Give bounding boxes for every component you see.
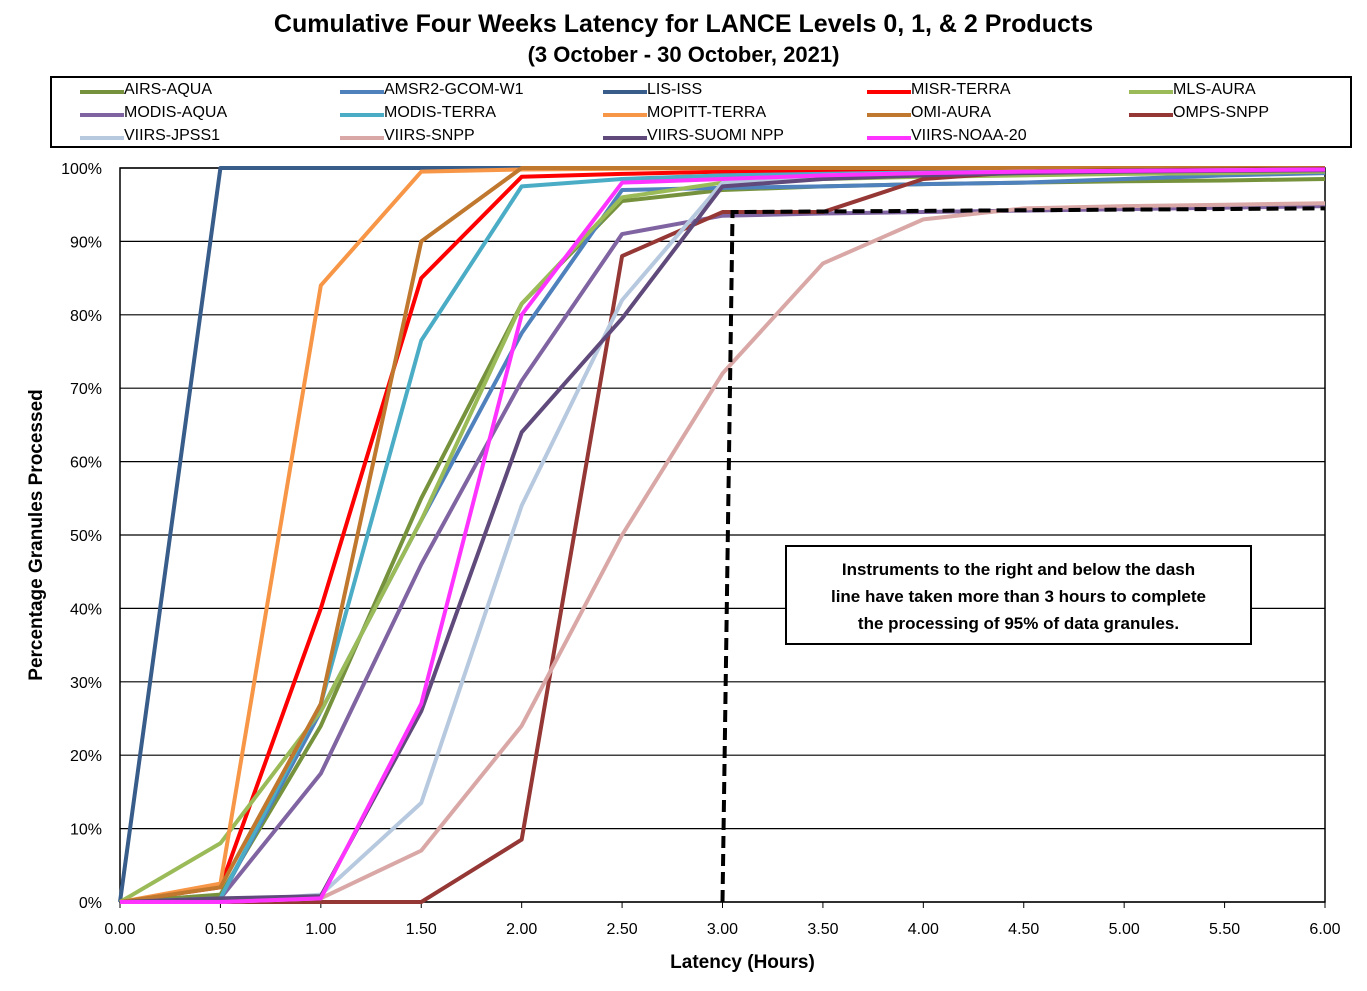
legend-label: AIRS-AQUA xyxy=(124,81,213,98)
legend-label: MLS-AURA xyxy=(1173,81,1256,98)
legend-label: MODIS-TERRA xyxy=(384,104,496,121)
y-tick-label: 20% xyxy=(70,748,102,765)
legend-label: VIIRS-NOAA-20 xyxy=(911,127,1027,144)
x-tick-label: 2.50 xyxy=(607,921,638,938)
legend-label: AMSR2-GCOM-W1 xyxy=(384,81,524,98)
legend-swatch xyxy=(867,90,911,94)
y-tick-label: 60% xyxy=(70,455,102,472)
legend-swatch xyxy=(80,136,124,140)
x-tick-label: 6.00 xyxy=(1309,921,1340,938)
y-tick-label: 10% xyxy=(70,822,102,839)
x-tick-label: 4.50 xyxy=(1008,921,1039,938)
x-tick-label: 2.00 xyxy=(506,921,537,938)
legend-label: OMI-AURA xyxy=(911,104,991,121)
x-tick-label: 4.00 xyxy=(908,921,939,938)
x-tick-label: 0.00 xyxy=(104,921,135,938)
x-tick-label: 0.50 xyxy=(205,921,236,938)
note-line-3: the processing of 95% of data granules. xyxy=(857,614,1180,633)
legend-swatch xyxy=(1129,113,1173,117)
y-tick-label: 100% xyxy=(61,161,102,178)
note-line-1: Instruments to the right and below the d… xyxy=(841,560,1196,579)
legend-swatch xyxy=(340,136,384,140)
chart-subtitle: (3 October - 30 October, 2021) xyxy=(527,42,840,67)
legend-swatch xyxy=(867,113,911,117)
x-tick-label: 5.50 xyxy=(1209,921,1240,938)
x-axis-label: Latency (Hours) xyxy=(670,952,815,973)
y-axis-label: Percentage Granules Processed xyxy=(26,389,47,680)
legend-label: MISR-TERRA xyxy=(911,81,1011,98)
legend-swatch xyxy=(1129,90,1173,94)
series-line-airs-aqua xyxy=(119,177,1326,904)
legend-label: VIIRS-SNPP xyxy=(384,127,475,144)
series-line-viirs-noaa-20 xyxy=(120,167,1326,904)
legend-swatch xyxy=(867,136,911,140)
legend-label: VIIRS-JPSS1 xyxy=(124,127,221,144)
legend-swatch xyxy=(603,113,647,117)
annotation-note: Instruments to the right and below the d… xyxy=(785,545,1252,645)
legend-swatch xyxy=(80,90,124,94)
legend-swatch xyxy=(603,90,647,94)
threshold-dashed-line xyxy=(720,206,1326,903)
legend-label: LIS-ISS xyxy=(647,81,703,98)
x-tick-label: 1.50 xyxy=(406,921,437,938)
note-line-2: line have taken more than 3 hours to com… xyxy=(830,587,1207,606)
legend-label: VIIRS-SUOMI NPP xyxy=(647,127,784,144)
x-tick-label: 3.50 xyxy=(807,921,838,938)
legend-label: MODIS-AQUA xyxy=(124,104,228,121)
y-tick-label: 70% xyxy=(70,381,102,398)
y-tick-label: 0% xyxy=(79,895,102,912)
y-tick-label: 90% xyxy=(70,234,102,251)
series-line-omi-aura xyxy=(119,166,1325,904)
y-tick-label: 40% xyxy=(70,601,102,618)
legend-swatch xyxy=(340,113,384,117)
legend-swatch xyxy=(340,90,384,94)
y-tick-label: 30% xyxy=(70,675,102,692)
y-tick-label: 80% xyxy=(70,308,102,325)
legend-label: MOPITT-TERRA xyxy=(647,104,767,121)
x-tick-label: 1.00 xyxy=(305,921,336,938)
legend: AIRS-AQUA AMSR2-GCOM-W1 LIS-ISS MISR-TERRA M… xyxy=(50,76,1352,148)
legend-swatch xyxy=(80,113,124,117)
x-tick-label: 3.00 xyxy=(707,921,738,938)
legend-label: OMPS-SNPP xyxy=(1173,104,1270,121)
y-tick-label: 50% xyxy=(70,528,102,545)
x-tick-label: 5.00 xyxy=(1109,921,1140,938)
legend-swatch xyxy=(603,136,647,140)
chart-title: Cumulative Four Weeks Latency for LANCE … xyxy=(273,10,1094,38)
